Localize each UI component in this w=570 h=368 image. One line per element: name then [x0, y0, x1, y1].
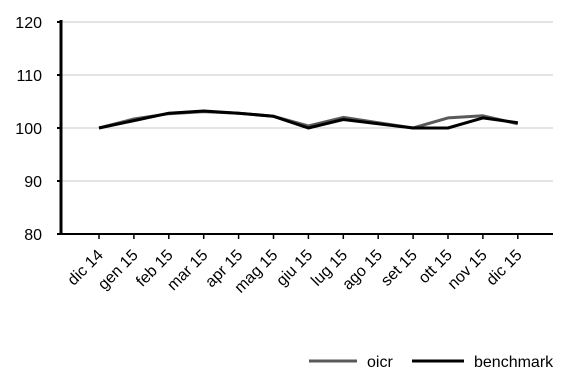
series-line-benchmark	[98, 109, 519, 130]
x-tick-label: nov 15	[445, 247, 491, 293]
legend: oicr benchmark	[309, 354, 554, 368]
y-tick-label: 100	[15, 121, 42, 138]
x-tick-label: set 15	[378, 247, 421, 290]
y-tick-label: 110	[16, 68, 42, 85]
x-tick-label: ago 15	[339, 247, 386, 294]
x-tick-label: dic 15	[483, 247, 525, 289]
series-lines	[98, 109, 519, 130]
y-tick-label: 80	[24, 227, 42, 244]
x-tick-label: giu 15	[273, 247, 316, 290]
gridlines	[61, 21, 553, 182]
x-tick-label: gen 15	[95, 247, 142, 294]
legend-label-benchmark: benchmark	[474, 354, 554, 368]
y-axis-ticks: 80 90 100 110 120	[15, 15, 61, 244]
y-tick-label: 120	[15, 15, 42, 32]
axes	[59, 20, 553, 235]
y-tick-label: 90	[24, 174, 42, 191]
legend-label-oicr: oicr	[367, 354, 393, 368]
